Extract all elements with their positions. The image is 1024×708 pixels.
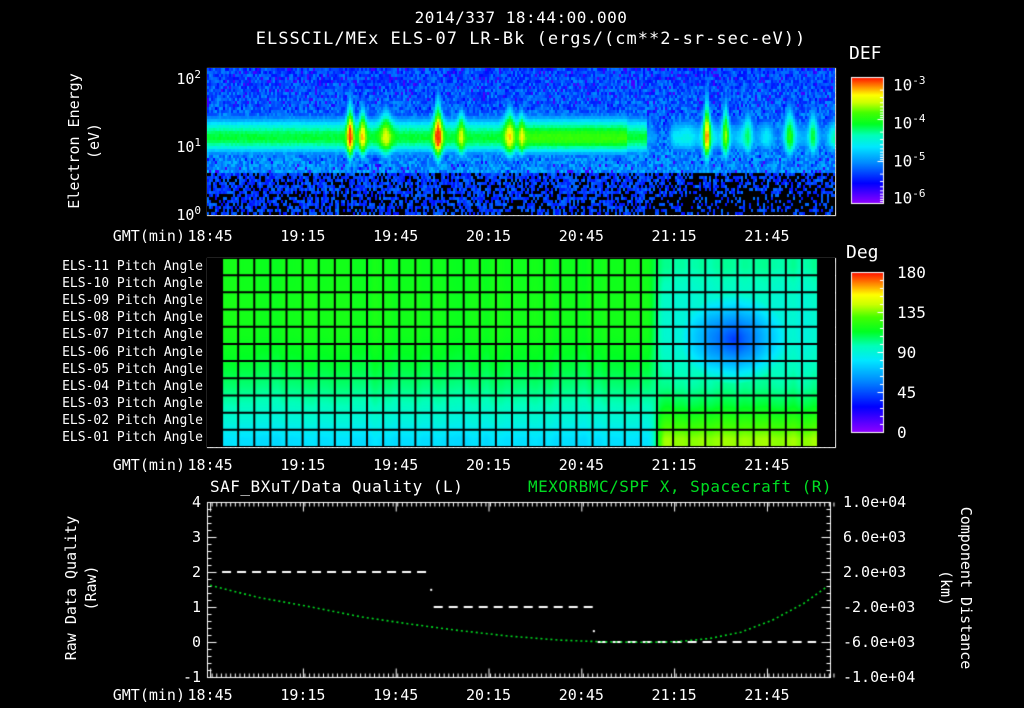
time-tick-label: 20:45	[558, 686, 604, 704]
pitch-row-label: ELS-07 Pitch Angle	[62, 327, 203, 343]
timeseries-title-right: MEXORBMC/SPF X, Spacecraft (R)	[528, 477, 832, 496]
timeseries-title-left: SAF_BXuT/Data Quality (L)	[210, 477, 464, 496]
timeseries-right-axis-label-line2: (km)	[937, 569, 955, 607]
timeseries-right-tick-label: -6.0e+03	[843, 633, 916, 651]
title-main: ELSSCIL/MEx ELS-07 LR-Bk (ergs/(cm**2-sr…	[255, 29, 807, 49]
pitch-angle-canvas	[207, 258, 835, 447]
pitch-row-label: ELS-01 Pitch Angle	[62, 430, 203, 446]
timeseries-left-axis-label: Raw Data Quality (Raw)	[61, 516, 101, 661]
spectrogram-y-axis-label: Electron Energy (eV)	[64, 73, 104, 208]
time-tick-label: 21:15	[651, 456, 697, 474]
colorbar-deg-tick-label: 45	[897, 383, 917, 402]
timeseries-right-tick-label: 1.0e+04	[843, 493, 907, 511]
timeseries-right-tick-label: -2.0e+03	[843, 598, 916, 616]
pitch-row-label: ELS-04 Pitch Angle	[62, 378, 203, 394]
timeseries-canvas	[207, 502, 830, 677]
timeseries-left-tick-label: 4	[191, 493, 201, 511]
timeseries-right-axis-label-line1: Component Distance	[957, 506, 975, 670]
gmt-label-pitch: GMT(min)	[112, 456, 185, 474]
timeseries-left-tick-label: 1	[191, 598, 201, 616]
time-tick-label: 19:15	[280, 227, 326, 245]
time-tick-label: 20:15	[465, 227, 512, 245]
spectrogram-y-axis-label-line2: (eV)	[85, 122, 103, 160]
time-tick-label: 21:45	[744, 686, 790, 704]
time-tick-label: 20:15	[465, 456, 512, 474]
time-tick-label: 19:45	[373, 456, 419, 474]
timeseries-right-tick-label: 2.0e+03	[843, 563, 907, 581]
time-tick-label: 20:15	[465, 686, 512, 704]
spectrogram-ytick-label: 100	[176, 204, 201, 224]
time-tick-label: 18:45	[187, 227, 233, 245]
spectrogram-ytick-label: 101	[176, 136, 201, 156]
time-tick-label: 21:15	[651, 686, 697, 704]
timeseries-left-axis-label-line1: Raw Data Quality	[62, 515, 80, 661]
colorbar-def-tick-label: 10-3	[893, 73, 926, 95]
gmt-label-spectrogram: GMT(min)	[112, 227, 185, 245]
title-date: 2014/337 18:44:00.000	[414, 8, 628, 27]
colorbar-def-tick-label: 10-5	[893, 149, 926, 171]
timeseries-left-tick-label: 0	[191, 633, 201, 651]
timeseries-left-tick-label: -1	[182, 668, 201, 686]
pitch-row-label: ELS-06 Pitch Angle	[62, 344, 203, 360]
pitch-row-label: ELS-08 Pitch Angle	[62, 310, 203, 326]
pitch-row-label: ELS-03 Pitch Angle	[62, 396, 203, 412]
timeseries-right-axis-label: Component Distance (km)	[936, 507, 976, 670]
timeseries-left-tick-label: 3	[191, 528, 201, 546]
time-tick-label: 19:45	[373, 686, 419, 704]
time-tick-label: 21:45	[744, 456, 790, 474]
time-tick-label: 20:45	[558, 227, 604, 245]
spectrogram-ytick-label: 102	[176, 68, 201, 88]
colorbar-def-title: DEF	[849, 43, 882, 64]
colorbar-deg-title: Deg	[846, 242, 879, 263]
colorbar-def-tick-label: 10-6	[893, 186, 926, 208]
gmt-label-timeseries: GMT(min)	[112, 686, 185, 704]
pitch-row-label: ELS-02 Pitch Angle	[62, 413, 203, 429]
time-tick-label: 18:45	[187, 456, 233, 474]
timeseries-left-axis-label-line2: (Raw)	[82, 565, 100, 611]
time-tick-label: 21:15	[651, 227, 697, 245]
timeseries-right-tick-label: -1.0e+04	[843, 668, 916, 686]
time-tick-label: 20:45	[558, 456, 604, 474]
timeseries-left-tick-label: 2	[191, 563, 201, 581]
colorbar-deg-tick-label: 90	[897, 343, 917, 362]
time-tick-label: 18:45	[187, 686, 233, 704]
time-tick-label: 19:15	[280, 456, 326, 474]
pitch-row-label: ELS-10 Pitch Angle	[62, 275, 203, 291]
colorbar-deg-tick-label: 135	[897, 303, 926, 322]
colorbar-deg-tick-label: 180	[897, 263, 926, 282]
pitch-row-label: ELS-09 Pitch Angle	[62, 292, 203, 308]
colorbar-deg-tick-label: 0	[897, 423, 907, 442]
timeseries-right-tick-label: 6.0e+03	[843, 528, 907, 546]
pitch-row-label: ELS-11 Pitch Angle	[62, 258, 203, 274]
time-tick-label: 19:15	[280, 686, 326, 704]
spectrogram-y-axis-label-line1: Electron Energy	[65, 73, 83, 209]
pitch-row-label: ELS-05 Pitch Angle	[62, 361, 203, 377]
time-tick-label: 19:45	[373, 227, 419, 245]
time-tick-label: 21:45	[744, 227, 790, 245]
colorbar-def-tick-label: 10-4	[893, 111, 926, 133]
spectrogram-canvas	[207, 68, 835, 215]
